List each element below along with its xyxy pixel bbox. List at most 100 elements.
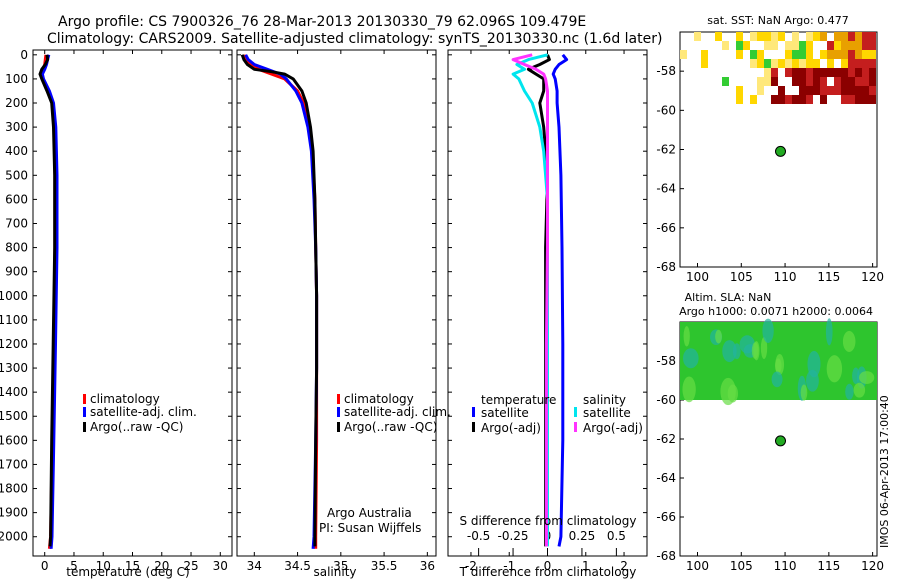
sla-patch xyxy=(715,329,722,344)
depth-tick-label: 600 xyxy=(5,192,28,206)
x-tick-label: 30 xyxy=(213,559,228,573)
legend-label-s-satellite: satellite xyxy=(583,406,631,420)
sst-cell xyxy=(785,50,792,59)
sst-cell xyxy=(799,50,806,59)
sst-cell xyxy=(757,77,764,86)
sla-patch xyxy=(683,326,690,347)
legend-heading-salinity: salinity xyxy=(583,393,626,407)
sst-cell xyxy=(862,95,869,104)
sst-cell xyxy=(778,95,785,104)
salinity-panel-frame xyxy=(236,49,437,557)
salinity-series xyxy=(240,54,319,549)
sst-cell xyxy=(820,68,827,77)
legend-label-climatology: climatology xyxy=(90,392,160,406)
depth-tick-label: 1900 xyxy=(0,506,28,520)
sst-cell xyxy=(848,68,855,77)
sla-heatmap xyxy=(680,318,877,406)
sst-cell xyxy=(862,41,869,50)
legend-swatch-argo xyxy=(337,422,340,432)
sst-cell xyxy=(869,95,876,104)
sst-cell xyxy=(785,59,792,68)
sla-patch xyxy=(732,343,741,360)
difference-legend: temperature salinity satellite Argo(-adj… xyxy=(472,393,643,435)
temperature-series xyxy=(38,54,59,549)
sst-cell xyxy=(869,50,876,59)
sst-cell xyxy=(757,86,764,95)
sst-cell xyxy=(869,86,876,95)
sst-cell xyxy=(841,41,848,50)
sst-cell xyxy=(806,59,813,68)
legend-swatch-s-satellite xyxy=(574,407,577,417)
x-tick-label: 20 xyxy=(154,559,169,573)
legend-label-s-argo: Argo(-adj) xyxy=(583,421,643,435)
series-line-argo xyxy=(38,54,57,547)
sst-cell xyxy=(771,59,778,68)
legend-label-argo: Argo(..raw -QC) xyxy=(90,420,183,434)
depth-tick-label: 1800 xyxy=(0,482,28,496)
sla-patch xyxy=(800,384,808,401)
legend-swatch-climatology xyxy=(83,394,86,404)
difference-xlabel: T difference from climatology xyxy=(459,565,637,579)
sst-cell xyxy=(750,32,757,41)
sst-cell xyxy=(771,41,778,50)
s-tick-label: -0.25 xyxy=(498,529,529,543)
sst-cell xyxy=(834,41,841,50)
sla-patch xyxy=(845,383,854,400)
map-y-tick-label: -66 xyxy=(656,221,676,235)
sst-cell xyxy=(778,86,785,95)
sla-patch xyxy=(842,330,856,352)
x-tick-label: 5 xyxy=(70,559,78,573)
depth-tick-label: 300 xyxy=(5,120,28,134)
sst-cell xyxy=(820,32,827,41)
legend-label-satellite: satellite-adj. clim. xyxy=(90,405,197,419)
sst-cell xyxy=(813,77,820,86)
sst-cell xyxy=(680,50,687,59)
sst-cell xyxy=(862,32,869,41)
sst-cell xyxy=(841,68,848,77)
series-line-argo_salinity xyxy=(511,53,549,547)
sst-cell xyxy=(764,32,771,41)
legend-heading-temperature: temperature xyxy=(481,393,556,407)
x-tick-label: 1 xyxy=(582,559,590,573)
sla-patch xyxy=(806,369,819,392)
temperature-panel-frame xyxy=(32,49,233,557)
sst-cell xyxy=(799,41,806,50)
map-y-tick-label: -68 xyxy=(656,549,676,563)
sst-cell xyxy=(848,86,855,95)
sst-cell xyxy=(855,50,862,59)
sst-cell xyxy=(848,50,855,59)
sst-cell xyxy=(792,95,799,104)
sst-cell xyxy=(834,50,841,59)
sst-cell xyxy=(841,32,848,41)
sst-heatmap xyxy=(680,32,876,104)
sst-cell xyxy=(771,95,778,104)
sst-cell xyxy=(848,77,855,86)
sst-cell xyxy=(841,77,848,86)
x-tick-label: 35.5 xyxy=(371,559,398,573)
sst-cell xyxy=(736,32,743,41)
sla-patch xyxy=(859,371,875,384)
sst-cell xyxy=(701,59,708,68)
sla-map-subtitle: Argo h1000: 0.0071 h2000: 0.0064 xyxy=(679,305,873,318)
sst-cell xyxy=(750,95,757,104)
temperature-xlabel: temperature (deg C) xyxy=(66,565,189,579)
map-y-tick-label: -64 xyxy=(656,471,676,485)
legend-swatch-climatology xyxy=(337,394,340,404)
sst-cell xyxy=(701,50,708,59)
sst-cell xyxy=(855,59,862,68)
sst-cell xyxy=(869,41,876,50)
sst-cell xyxy=(757,32,764,41)
series-line-climatology xyxy=(242,54,319,549)
x-tick-label: -1 xyxy=(503,559,515,573)
depth-tick-label: 1100 xyxy=(0,313,28,327)
sst-cell xyxy=(813,32,820,41)
sla-patch xyxy=(751,342,759,359)
sst-cell xyxy=(848,41,855,50)
sst-cell xyxy=(813,86,820,95)
sst-cell xyxy=(764,77,771,86)
legend-swatch-t-argo xyxy=(472,422,475,432)
salinity-xlabel: salinity xyxy=(313,565,356,579)
pi-label: PI: Susan Wijffels xyxy=(319,521,421,535)
sst-cell xyxy=(834,32,841,41)
sst-cell xyxy=(820,77,827,86)
